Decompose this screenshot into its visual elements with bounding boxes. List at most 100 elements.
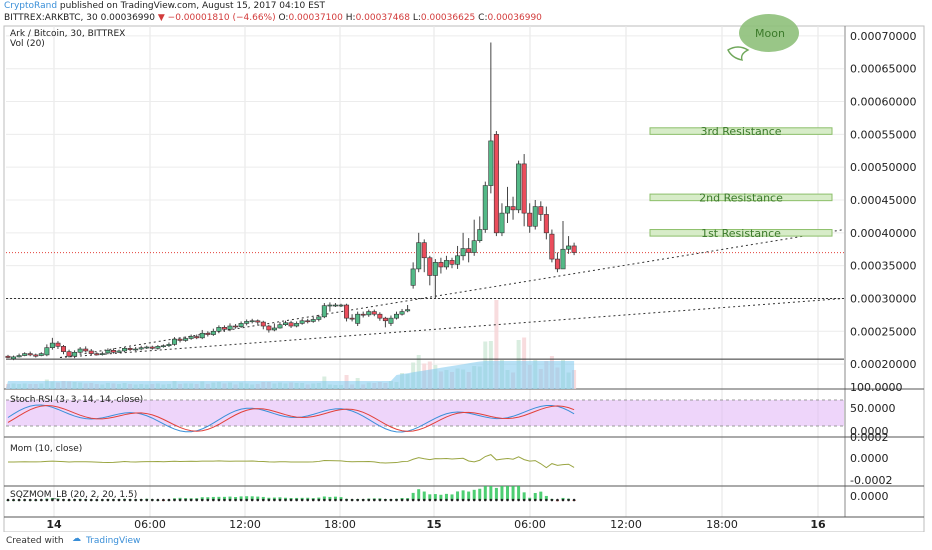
- squeeze-bar: [206, 497, 210, 500]
- candle-body: [266, 325, 272, 331]
- y-tick-label: 0.00040000: [850, 227, 916, 240]
- candle-body: [527, 212, 533, 227]
- squeeze-bar: [411, 492, 415, 500]
- candle-body: [72, 351, 78, 357]
- squeeze-dot: [89, 498, 93, 502]
- candle-body: [188, 336, 194, 339]
- candle-body: [566, 245, 572, 250]
- squeeze-dot: [461, 498, 465, 502]
- candle-body: [299, 320, 305, 324]
- squeeze-bar: [250, 496, 254, 500]
- x-tick-label: 06:00: [134, 518, 166, 531]
- candle-body: [83, 348, 89, 352]
- candle-body: [382, 317, 388, 322]
- squeeze-bar: [261, 496, 265, 500]
- squeeze-dot: [456, 498, 459, 502]
- squeeze-dot: [467, 498, 470, 502]
- sqzmom-label: SQZMOM_LB (20, 2, 20, 1.5): [10, 490, 137, 500]
- x-tick-label: 15: [426, 518, 441, 531]
- candle-body: [344, 304, 350, 319]
- squeeze-dot: [45, 498, 49, 502]
- lower-trendline: [59, 297, 845, 359]
- squeeze-dot: [500, 498, 504, 502]
- tradingview-brand[interactable]: TradingView: [86, 536, 141, 546]
- author-link[interactable]: CryptoRand: [4, 1, 58, 11]
- candle-body: [554, 258, 560, 270]
- squeeze-dot: [239, 498, 243, 502]
- candle-body: [133, 348, 139, 351]
- candle-body: [532, 206, 538, 227]
- squeeze-bar: [234, 497, 238, 500]
- squeeze-bar: [500, 486, 504, 500]
- squeeze-bar: [467, 491, 471, 500]
- candle-body: [471, 240, 477, 253]
- candle-body: [122, 348, 128, 352]
- squeeze-bar: [511, 486, 515, 500]
- squeeze-dot: [234, 498, 237, 502]
- squeeze-dot: [328, 498, 332, 502]
- candle-body: [271, 327, 277, 331]
- created-with-label: Created with: [6, 536, 64, 546]
- candle-body: [499, 212, 505, 234]
- squeeze-dot: [400, 498, 404, 502]
- squeeze-dot: [51, 498, 54, 502]
- squeeze-dot: [556, 498, 559, 502]
- candle-body: [327, 304, 333, 307]
- mom-label: Mom (10, close): [10, 444, 82, 454]
- candle-body: [427, 257, 433, 276]
- squeeze-dot: [189, 498, 193, 502]
- squeeze-dot: [117, 498, 121, 502]
- squeeze-bar: [544, 495, 548, 500]
- x-tick-label: 14: [46, 518, 62, 531]
- squeeze-bar: [228, 496, 232, 500]
- squeeze-dot: [112, 498, 115, 502]
- y-tick-label: 0.00035000: [850, 260, 916, 273]
- candle-body: [338, 304, 344, 307]
- candle-body: [199, 332, 205, 339]
- squeeze-dot: [417, 498, 421, 502]
- candle-body: [138, 347, 144, 350]
- candle-body: [221, 327, 227, 330]
- squeeze-dot: [450, 498, 454, 502]
- squeeze-dot: [506, 498, 509, 502]
- squeeze-dot: [106, 498, 110, 502]
- candle-body: [144, 346, 150, 349]
- candle-body: [177, 338, 183, 341]
- y-tick-label: 0.00070000: [850, 30, 916, 43]
- squeeze-dot: [533, 498, 537, 502]
- squeeze-dot: [151, 498, 154, 502]
- squeeze-dot: [395, 498, 398, 502]
- squeeze-dot: [567, 498, 570, 502]
- squeeze-dot: [517, 498, 520, 502]
- candle-body: [210, 330, 216, 335]
- change-value: −0.00001810 (−4.66%): [167, 13, 276, 23]
- pane-tick-label: -0.0002: [850, 474, 892, 487]
- candle-body: [316, 316, 322, 320]
- squeeze-dot: [173, 498, 176, 502]
- squeeze-bar: [322, 496, 326, 500]
- candle-body: [282, 322, 288, 326]
- squeeze-bar: [333, 496, 337, 500]
- price-chart[interactable]: 3rd Resistance 2nd Resistance 1st Resistan…: [0, 0, 932, 532]
- resistance-zone: [649, 127, 833, 135]
- squeeze-dot: [478, 498, 482, 502]
- candle-body: [183, 338, 189, 341]
- squeeze-bar: [256, 496, 260, 500]
- squeeze-dot: [62, 498, 65, 502]
- squeeze-dot: [295, 498, 298, 502]
- squeeze-dot: [389, 498, 393, 502]
- stoch-rsi-label: Stoch RSI (3, 3, 14, 14, close): [10, 395, 143, 405]
- candle-body: [255, 320, 261, 323]
- pane-tick-label: 0.0000: [850, 490, 889, 503]
- candle-body: [166, 344, 172, 347]
- candle-body: [399, 311, 405, 315]
- x-tick-label: 06:00: [514, 518, 546, 531]
- y-tick-label: 0.00020000: [850, 358, 916, 371]
- squeeze-dot: [539, 498, 543, 502]
- squeeze-bar: [211, 496, 215, 500]
- squeeze-bar: [433, 494, 437, 500]
- squeeze-bar: [539, 491, 543, 500]
- close-label: C:: [478, 13, 488, 23]
- squeeze-dot: [434, 498, 437, 502]
- stoch-d-line: [7, 405, 575, 432]
